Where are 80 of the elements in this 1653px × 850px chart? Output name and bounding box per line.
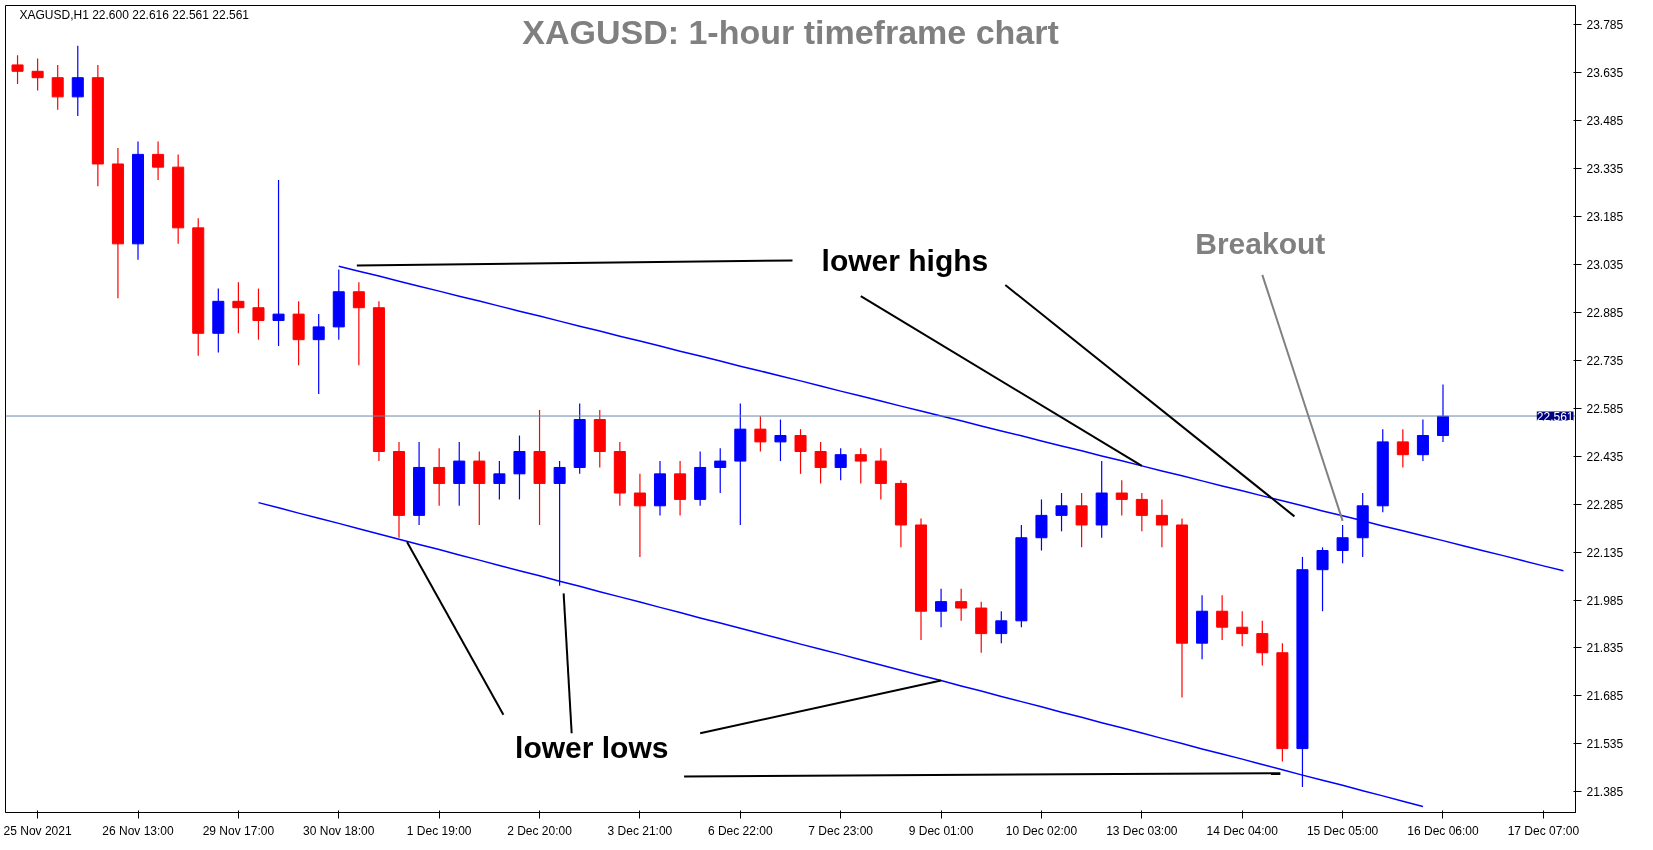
candlestick [1055,492,1068,532]
candlestick [1256,620,1269,667]
y-tick-label: 21.535 [1586,737,1624,752]
y-tick-label: 21.835 [1586,641,1624,656]
x-tick-label: 6 Dec 22:00 [707,823,773,838]
x-tick-label: 29 Nov 17:00 [202,823,275,838]
x-tick-label: 10 Dec 02:00 [1005,823,1078,838]
y-tick-label: 22.735 [1586,353,1624,368]
candlestick [51,64,64,111]
candlestick [71,45,84,117]
candlestick [1416,418,1429,462]
candlestick [272,179,285,347]
y-tick-label: 21.385 [1586,785,1624,800]
x-tick-label: 3 Dec 21:00 [607,823,673,838]
candlestick [1396,428,1409,469]
candlestick [352,281,365,366]
candlestick [714,447,727,494]
candlestick [1075,492,1088,548]
candlestick [1035,498,1048,552]
y-tick-label: 23.185 [1586,210,1624,225]
x-tick-label: 13 Dec 03:00 [1106,823,1178,838]
annotation: lower lows [515,731,669,765]
x-tick-label: 2 Dec 20:00 [507,823,573,838]
x-tick-label: 25 Nov 2021 [3,823,72,838]
candlestick [814,441,827,485]
candlestick [874,447,887,501]
annotation: XAGUSD,H1 22.600 22.616 22.561 22.561 [19,7,250,22]
x-tick-label: 1 Dec 19:00 [406,823,472,838]
candlestick [754,415,767,453]
candlestick [1135,492,1148,532]
x-tick-label: 30 Nov 18:00 [303,823,375,838]
y-tick-label: 23.785 [1586,18,1624,33]
candlestick [31,57,44,92]
candlestick [1216,594,1229,641]
ref-line-label: 22.561 [1536,409,1574,424]
candlestick [433,447,446,507]
candlestick [854,447,867,485]
y-tick-label: 22.135 [1586,545,1624,560]
candlestick [1436,383,1450,443]
candlestick [252,287,265,341]
y-tick-label: 23.335 [1586,162,1624,177]
candlestick [1155,498,1168,548]
y-tick-label: 22.285 [1586,497,1624,512]
y-tick-label: 22.885 [1586,306,1624,321]
candlestick [774,418,787,462]
y-tick-label: 22.435 [1586,449,1624,464]
x-tick-label: 14 Dec 04:00 [1206,823,1279,838]
candlestick [1316,546,1329,612]
candlestick [834,447,847,481]
candlestick [152,141,165,181]
candlestick [995,610,1008,644]
candlestick [232,281,245,334]
chart-title: XAGUSD: 1-hour timeframe chart [522,12,1059,51]
candlestick [493,460,506,501]
x-tick-label: 7 Dec 23:00 [808,823,874,838]
candlestick [312,313,325,395]
candlestick [1336,524,1349,564]
x-tick-label: 17 Dec 07:00 [1507,823,1580,838]
x-tick-label: 15 Dec 05:00 [1306,823,1379,838]
candlestick [955,588,968,622]
candlestick [473,450,486,526]
annotation: lower highs [821,243,989,277]
candlestick [11,54,24,85]
candlestick [794,428,807,475]
candlestick [513,434,526,501]
y-tick-label: 21.985 [1586,593,1624,608]
y-tick-label: 23.635 [1586,66,1624,81]
y-tick-label: 23.035 [1586,258,1624,273]
x-tick-label: 16 Dec 06:00 [1407,823,1480,838]
candlestick [453,441,466,507]
annotation: Breakout [1195,227,1326,261]
y-tick-label: 21.685 [1586,689,1624,704]
y-tick-label: 22.585 [1586,401,1624,416]
candlestick [1115,479,1128,516]
y-tick-label: 23.485 [1586,114,1624,129]
candlestick [935,588,948,628]
candlestick [1236,610,1249,647]
x-tick-label: 9 Dec 01:00 [908,823,974,838]
candlestick [633,473,646,558]
x-tick-label: 26 Nov 13:00 [102,823,175,838]
